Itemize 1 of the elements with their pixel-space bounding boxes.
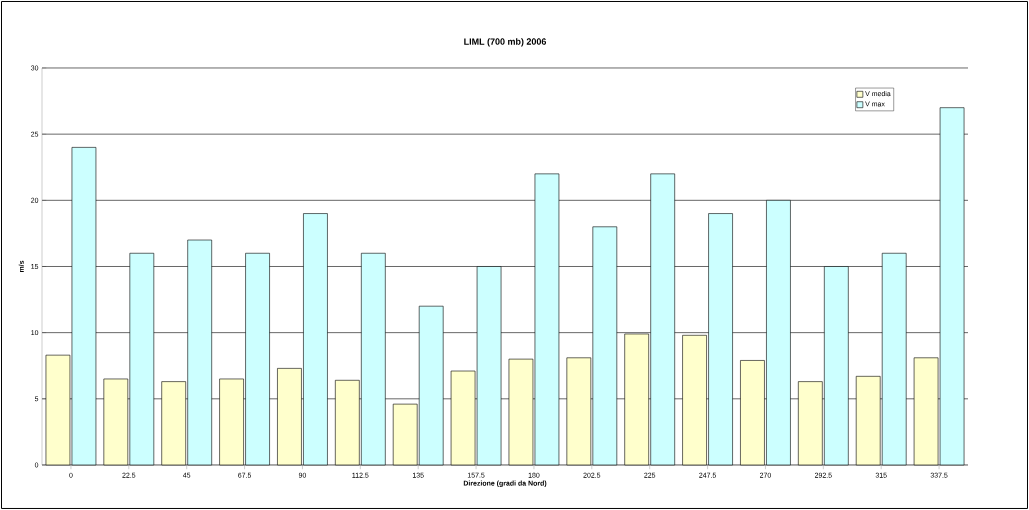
chart-title: LIML (700 mb) 2006 [464,38,547,47]
